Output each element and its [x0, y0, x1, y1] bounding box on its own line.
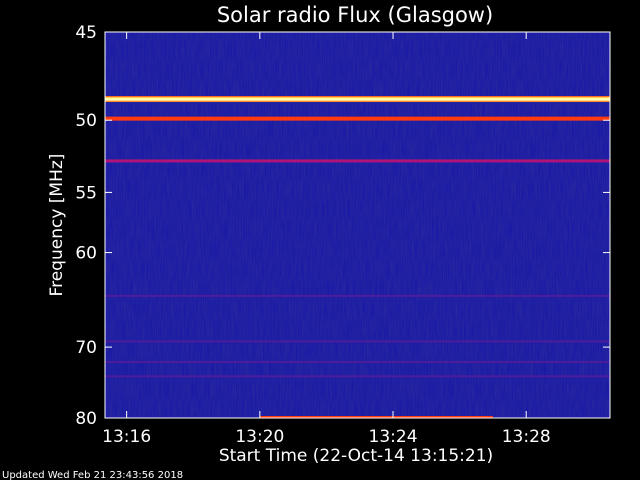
y-tick-label: 45 [75, 23, 97, 43]
y-tick-label: 80 [75, 409, 97, 429]
x-tick-label: 13:20 [235, 427, 284, 447]
y-tick-label: 70 [75, 338, 97, 358]
x-tick-label: 13:16 [102, 427, 151, 447]
emission-band [259, 416, 493, 418]
emission-band [105, 159, 610, 163]
y-tick-label: 55 [75, 183, 97, 203]
emission-band [105, 96, 610, 103]
x-tick-label: 13:28 [502, 427, 551, 447]
plot-area [104, 31, 611, 419]
emission-band [105, 375, 610, 378]
y-axis-label: Frequency [MHz] [47, 154, 67, 297]
emission-band [105, 340, 610, 343]
emission-band [105, 116, 610, 121]
x-tick-label: 13:24 [369, 427, 418, 447]
plot-frame [104, 31, 611, 419]
emission-bands [105, 96, 610, 418]
emission-band [105, 294, 610, 297]
y-tick-label: 60 [75, 244, 97, 264]
updated-timestamp: Updated Wed Feb 21 23:43:56 2018 [2, 470, 183, 480]
chart-title: Solar radio Flux (Glasgow) [217, 3, 493, 27]
x-axis: 13:16 13:20 13:24 13:28 [102, 32, 551, 447]
y-axis: 45 50 55 60 70 80 [75, 23, 610, 429]
emission-band [105, 361, 610, 364]
x-axis-label: Start Time (22-Oct-14 13:15:21) [219, 446, 493, 466]
y-tick-label: 50 [75, 111, 97, 131]
spectrogram-texture [105, 32, 610, 418]
